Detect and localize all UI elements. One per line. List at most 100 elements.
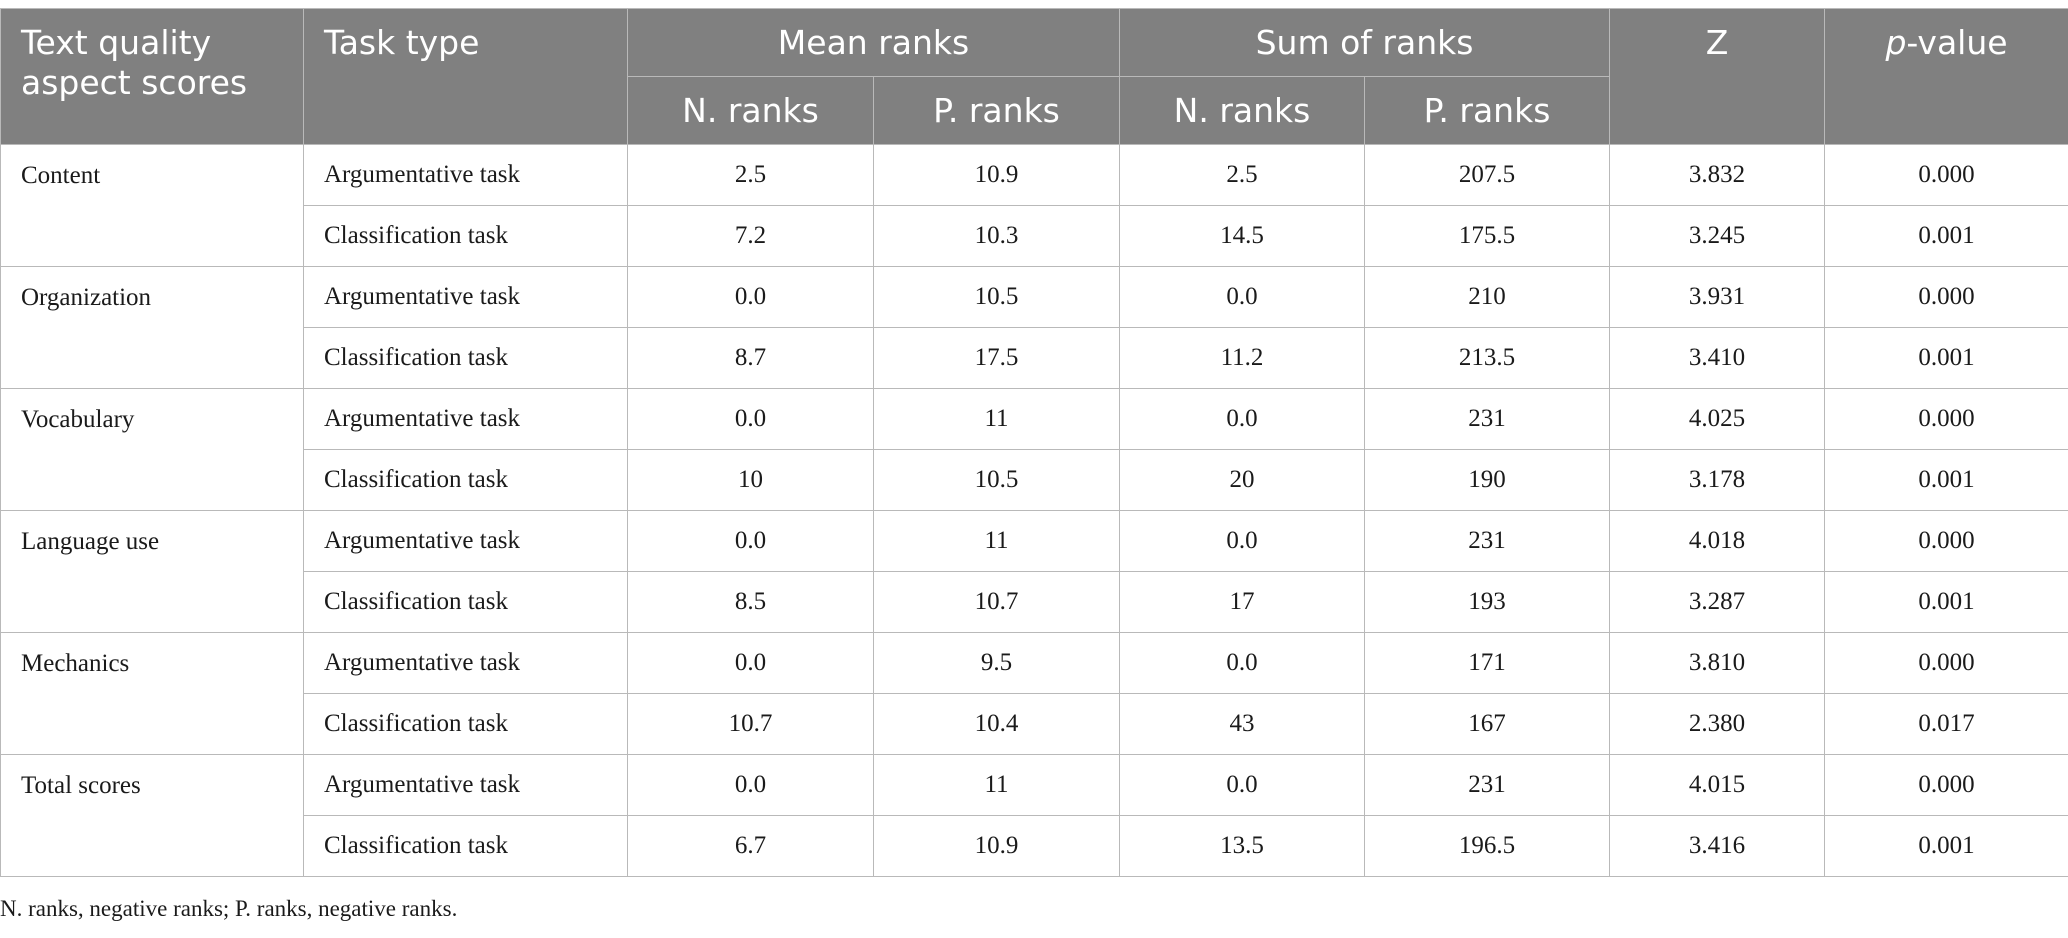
cell-p: 0.001 bbox=[1824, 571, 2068, 633]
cell-sum-n: 0.0 bbox=[1119, 266, 1366, 328]
cell-sum-n: 0.0 bbox=[1119, 388, 1366, 450]
cell-mean-n: 0.0 bbox=[627, 388, 874, 450]
table-row: Organization Argumentative task 0.0 10.5 0.0… bbox=[0, 266, 2068, 389]
cell-sum-n: 20 bbox=[1119, 449, 1366, 511]
cell-p: 0.000 bbox=[1824, 510, 2068, 572]
cell-sum-p: 167 bbox=[1364, 693, 1611, 755]
cell-p: 0.000 bbox=[1824, 144, 2068, 206]
cell-p: 0.001 bbox=[1824, 205, 2068, 267]
cell-z: 2.380 bbox=[1609, 693, 1826, 755]
cell-p: 0.000 bbox=[1824, 388, 2068, 450]
cell-p: 0.000 bbox=[1824, 266, 2068, 328]
cell-sum-p: 175.5 bbox=[1364, 205, 1611, 267]
aspect-cell: Vocabulary bbox=[0, 388, 304, 511]
cell-sum-n: 2.5 bbox=[1119, 144, 1366, 206]
cell-p: 0.001 bbox=[1824, 815, 2068, 877]
cell-mean-n: 7.2 bbox=[627, 205, 874, 267]
header-p-value: p-value bbox=[1824, 8, 2068, 145]
cell-mean-p: 10.9 bbox=[872, 815, 1121, 877]
cell-mean-n: 2.5 bbox=[627, 144, 874, 206]
cell-mean-p: 11 bbox=[872, 510, 1121, 572]
cell-mean-n: 10 bbox=[627, 449, 874, 511]
cell-mean-p: 11 bbox=[872, 754, 1121, 816]
task-type-cell: Argumentative task bbox=[303, 266, 628, 328]
cell-mean-n: 6.7 bbox=[627, 815, 874, 877]
task-type-cell: Classification task bbox=[303, 327, 628, 389]
task-type-cell: Classification task bbox=[303, 571, 628, 633]
cell-sum-n: 0.0 bbox=[1119, 510, 1366, 572]
cell-mean-n: 0.0 bbox=[627, 266, 874, 328]
header-task-type: Task type bbox=[303, 8, 628, 145]
task-type-cell: Classification task bbox=[303, 205, 628, 267]
table-header: Text quality aspect scores Task type Mea… bbox=[0, 8, 2068, 145]
header-sum-n-ranks: N. ranks bbox=[1119, 76, 1366, 145]
cell-mean-n: 8.5 bbox=[627, 571, 874, 633]
aspect-cell: Language use bbox=[0, 510, 304, 633]
task-type-cell: Classification task bbox=[303, 449, 628, 511]
cell-sum-p: 193 bbox=[1364, 571, 1611, 633]
cell-z: 4.018 bbox=[1609, 510, 1826, 572]
cell-mean-n: 8.7 bbox=[627, 327, 874, 389]
cell-z: 3.931 bbox=[1609, 266, 1826, 328]
cell-sum-p: 171 bbox=[1364, 632, 1611, 694]
cell-sum-p: 210 bbox=[1364, 266, 1611, 328]
cell-mean-p: 17.5 bbox=[872, 327, 1121, 389]
cell-sum-p: 213.5 bbox=[1364, 327, 1611, 389]
table-row: Classification task 10 10.5 20 190 3.178 0.001 bbox=[1, 449, 2068, 511]
task-type-cell: Classification task bbox=[303, 693, 628, 755]
task-type-cell: Argumentative task bbox=[303, 754, 628, 816]
cell-sum-p: 190 bbox=[1364, 449, 1611, 511]
cell-sum-n: 0.0 bbox=[1119, 754, 1366, 816]
cell-mean-p: 9.5 bbox=[872, 632, 1121, 694]
cell-p: 0.000 bbox=[1824, 632, 2068, 694]
cell-mean-p: 10.5 bbox=[872, 449, 1121, 511]
cell-mean-n: 0.0 bbox=[627, 510, 874, 572]
cell-sum-p: 207.5 bbox=[1364, 144, 1611, 206]
header-mean-p-ranks: P. ranks bbox=[872, 76, 1121, 145]
cell-mean-p: 10.9 bbox=[872, 144, 1121, 206]
cell-z: 4.015 bbox=[1609, 754, 1826, 816]
header-sum-p-ranks: P. ranks bbox=[1364, 76, 1611, 145]
cell-z: 3.245 bbox=[1609, 205, 1826, 267]
table-row: Classification task 7.2 10.3 14.5 175.5 3.245… bbox=[1, 205, 2068, 267]
table-row: Language use Argumentative task 0.0 11 0.0 23… bbox=[0, 510, 2068, 633]
table-row: Vocabulary Argumentative task 0.0 11 0.0 231 4… bbox=[0, 388, 2068, 511]
aspect-cell: Total scores bbox=[0, 754, 304, 877]
cell-p: 0.017 bbox=[1824, 693, 2068, 755]
cell-sum-n: 0.0 bbox=[1119, 632, 1366, 694]
table-row: Classification task 10.7 10.4 43 167 2.380 0.0… bbox=[1, 693, 2068, 755]
cell-sum-p: 231 bbox=[1364, 754, 1611, 816]
cell-sum-p: 231 bbox=[1364, 388, 1611, 450]
header-z: Z bbox=[1609, 8, 1826, 145]
header-sum-of-ranks: Sum of ranks bbox=[1119, 8, 1611, 77]
task-type-cell: Argumentative task bbox=[303, 144, 628, 206]
task-type-cell: Argumentative task bbox=[303, 632, 628, 694]
cell-mean-n: 0.0 bbox=[627, 632, 874, 694]
aspect-cell: Mechanics bbox=[0, 632, 304, 755]
table-body: Content Argumentative task 2.5 10.9 2.5 207.5… bbox=[0, 144, 2068, 877]
cell-mean-p: 10.3 bbox=[872, 205, 1121, 267]
table-row: Content Argumentative task 2.5 10.9 2.5 207.5… bbox=[0, 144, 2068, 267]
cell-mean-n: 0.0 bbox=[627, 754, 874, 816]
cell-sum-p: 231 bbox=[1364, 510, 1611, 572]
cell-p: 0.001 bbox=[1824, 449, 2068, 511]
results-table: Text quality aspect scores Task type Mea… bbox=[0, 8, 2068, 877]
cell-z: 3.178 bbox=[1609, 449, 1826, 511]
table-row: Classification task 8.7 17.5 11.2 213.5 3.410… bbox=[1, 327, 2068, 389]
cell-z: 4.025 bbox=[1609, 388, 1826, 450]
task-type-cell: Argumentative task bbox=[303, 388, 628, 450]
task-type-cell: Classification task bbox=[303, 815, 628, 877]
cell-sum-n: 17 bbox=[1119, 571, 1366, 633]
aspect-cell: Organization bbox=[0, 266, 304, 389]
cell-z: 3.410 bbox=[1609, 327, 1826, 389]
cell-p: 0.000 bbox=[1824, 754, 2068, 816]
aspect-cell: Content bbox=[0, 144, 304, 267]
cell-mean-p: 10.4 bbox=[872, 693, 1121, 755]
cell-mean-p: 10.5 bbox=[872, 266, 1121, 328]
header-p-italic: p bbox=[1885, 23, 1907, 62]
cell-mean-p: 10.7 bbox=[872, 571, 1121, 633]
cell-z: 3.832 bbox=[1609, 144, 1826, 206]
header-mean-n-ranks: N. ranks bbox=[627, 76, 874, 145]
header-p-rest: -value bbox=[1906, 23, 2008, 62]
cell-mean-n: 10.7 bbox=[627, 693, 874, 755]
